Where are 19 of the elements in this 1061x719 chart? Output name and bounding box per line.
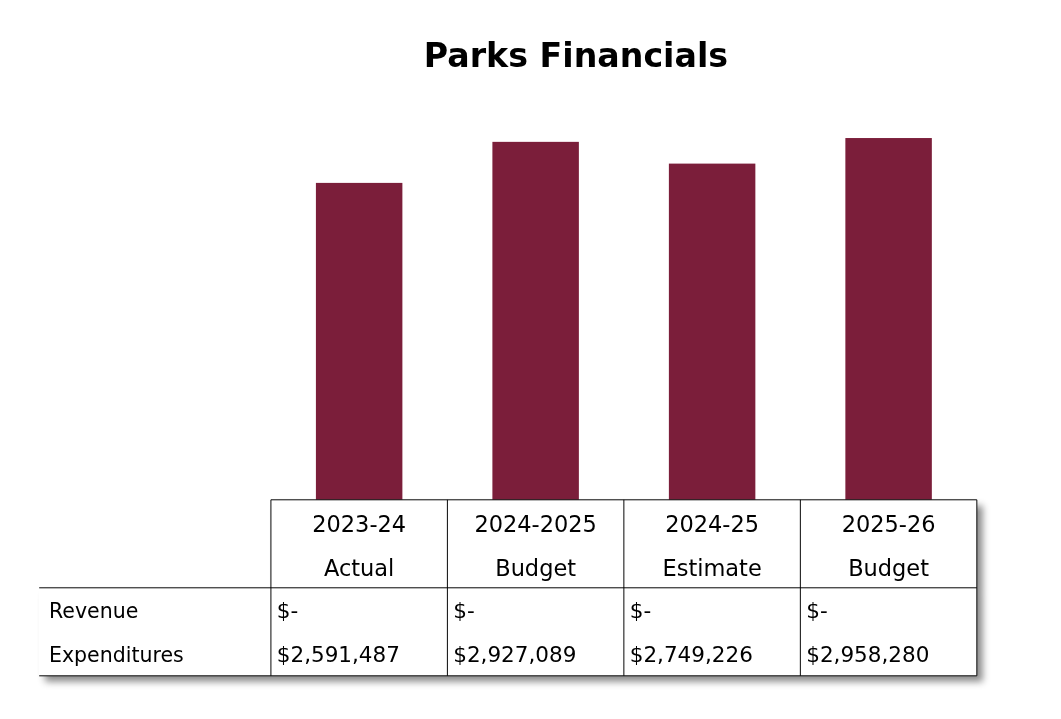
- data-label: $-: [629, 598, 652, 624]
- x-tick-label: 2024-2025 Budget: [474, 511, 597, 582]
- bar: [845, 138, 932, 500]
- data-label: $2,591,487: [276, 642, 400, 668]
- data-label: $-: [806, 598, 828, 624]
- data-label: $-: [276, 598, 299, 624]
- data-label: $-: [453, 598, 475, 624]
- data-label: $2,958,280: [806, 642, 930, 668]
- data-label: $2,749,226: [629, 642, 753, 668]
- bar: [492, 141, 579, 500]
- data-label: $2,927,089: [453, 642, 577, 668]
- bar: [315, 182, 403, 500]
- x-tick-label: 2025-26 Budget: [841, 511, 936, 582]
- x-tick-label: 2024-25 Estimate: [662, 511, 762, 582]
- bar: [668, 163, 756, 500]
- x-tick-label: 2023-24 Actual: [312, 511, 407, 582]
- text: Expenditures: [48, 643, 184, 668]
- text: Revenue: [48, 599, 139, 624]
- chart-title: Parks Financials: [423, 35, 729, 75]
